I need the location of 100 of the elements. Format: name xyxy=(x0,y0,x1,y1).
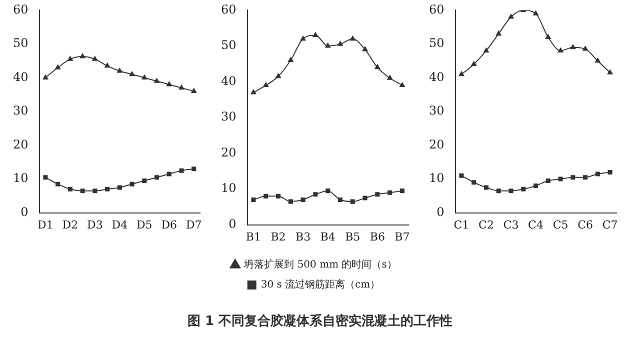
y-tick-label: 60 xyxy=(12,2,28,16)
point xyxy=(496,30,502,36)
legend-label: 30 s 流过钢筋距离（cm） xyxy=(260,278,380,291)
point xyxy=(129,71,135,76)
x-tick-label: C5 xyxy=(552,218,568,232)
y-tick-label: 20 xyxy=(220,145,236,160)
point xyxy=(56,182,60,186)
y-tick-label: 10 xyxy=(428,171,444,186)
x-tick-label: B3 xyxy=(296,230,311,244)
point xyxy=(80,188,85,194)
point xyxy=(192,166,196,172)
point xyxy=(263,82,269,88)
x-tick-label: C3 xyxy=(503,218,519,232)
point xyxy=(472,180,476,185)
point xyxy=(570,175,576,180)
x-tick-label: D1 xyxy=(38,218,54,232)
y-tick-label: 40 xyxy=(220,74,236,88)
y-tick-label: 10 xyxy=(220,181,236,196)
point xyxy=(570,44,576,50)
point xyxy=(375,192,380,197)
point xyxy=(104,62,110,68)
point xyxy=(508,188,514,194)
point xyxy=(582,46,588,51)
point xyxy=(508,14,514,19)
point xyxy=(300,36,306,41)
y-tick-label: 30 xyxy=(428,104,444,118)
point xyxy=(400,188,404,194)
point xyxy=(43,175,48,180)
y-tick-label: 40 xyxy=(12,70,28,84)
point xyxy=(68,186,72,192)
point xyxy=(312,32,318,37)
point xyxy=(607,70,613,74)
point xyxy=(325,42,331,48)
point xyxy=(105,186,110,192)
point xyxy=(326,188,330,194)
x-tick-label: D4 xyxy=(112,218,128,232)
y-tick-label: 30 xyxy=(220,110,236,124)
point xyxy=(459,173,464,178)
point xyxy=(116,68,122,73)
point xyxy=(117,185,122,190)
point xyxy=(251,197,256,202)
point xyxy=(191,88,197,93)
point xyxy=(338,197,343,202)
x-tick-label: B4 xyxy=(320,230,336,244)
point xyxy=(546,178,550,183)
x-tick-label: C6 xyxy=(578,218,594,232)
y-tick-label: 60 xyxy=(220,2,236,16)
point xyxy=(533,10,538,16)
x-tick-label: D5 xyxy=(136,218,152,232)
point xyxy=(484,185,488,190)
point xyxy=(80,53,86,58)
x-tick-label: C2 xyxy=(478,218,494,232)
y-tick-label: 20 xyxy=(428,137,444,152)
y-tick-label: 50 xyxy=(220,38,236,52)
y-tick-label: 10 xyxy=(12,171,28,186)
point xyxy=(458,71,464,76)
point xyxy=(374,64,380,70)
y-tick-label: 30 xyxy=(12,104,28,118)
x-tick-label: C4 xyxy=(528,218,544,232)
point xyxy=(42,74,48,80)
point xyxy=(362,46,368,52)
x-tick-label: D7 xyxy=(186,218,202,232)
text: 图 1 不同复合胶凝体系自密实混凝土的工作性 xyxy=(186,312,454,330)
point xyxy=(250,89,256,94)
x-tick-label: B2 xyxy=(270,230,286,244)
point xyxy=(388,190,392,195)
point xyxy=(558,48,564,52)
point xyxy=(471,61,477,66)
x-tick-label: C7 xyxy=(602,218,618,232)
x-tick-label: B7 xyxy=(394,230,410,244)
point xyxy=(154,78,160,83)
point xyxy=(92,188,98,194)
point xyxy=(166,172,172,176)
x-tick-label: B6 xyxy=(370,230,385,244)
point xyxy=(178,84,184,90)
y-tick-label: 0 xyxy=(228,216,236,231)
point xyxy=(496,188,501,194)
point xyxy=(142,74,148,80)
point xyxy=(276,73,281,78)
legend-label: 坍落扩展到 500 mm 的时间（s） xyxy=(243,258,397,271)
point xyxy=(68,56,73,61)
y-tick-label: 20 xyxy=(12,137,28,152)
point xyxy=(142,178,147,183)
point xyxy=(595,172,600,176)
point xyxy=(130,182,134,186)
point xyxy=(55,64,60,70)
point xyxy=(400,82,405,88)
point xyxy=(179,168,184,173)
point xyxy=(288,57,294,62)
point xyxy=(288,199,293,204)
y-tick-label: 0 xyxy=(436,204,444,219)
point xyxy=(521,186,526,192)
y-tick-label: 60 xyxy=(428,2,444,16)
y-tick-label: 50 xyxy=(12,36,28,50)
x-tick-label: C1 xyxy=(454,218,470,232)
y-tick-label: 0 xyxy=(20,204,28,219)
point xyxy=(154,175,160,180)
point xyxy=(313,192,318,197)
x-tick-label: D3 xyxy=(87,218,103,232)
point xyxy=(545,34,551,39)
